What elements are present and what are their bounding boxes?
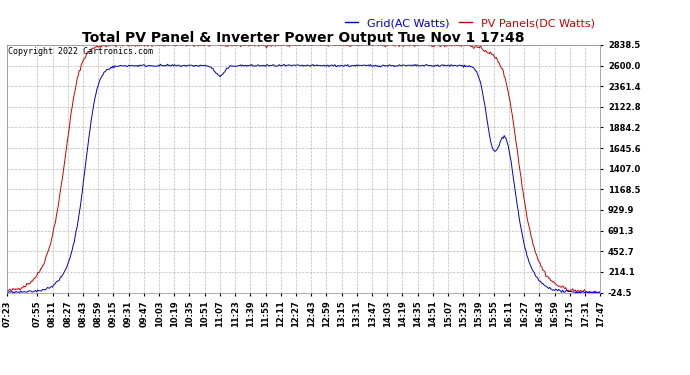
- Text: Copyright 2022 Cartronics.com: Copyright 2022 Cartronics.com: [8, 48, 153, 57]
- Title: Total PV Panel & Inverter Power Output Tue Nov 1 17:48: Total PV Panel & Inverter Power Output T…: [82, 31, 525, 45]
- Legend: Grid(AC Watts), PV Panels(DC Watts): Grid(AC Watts), PV Panels(DC Watts): [345, 18, 595, 28]
